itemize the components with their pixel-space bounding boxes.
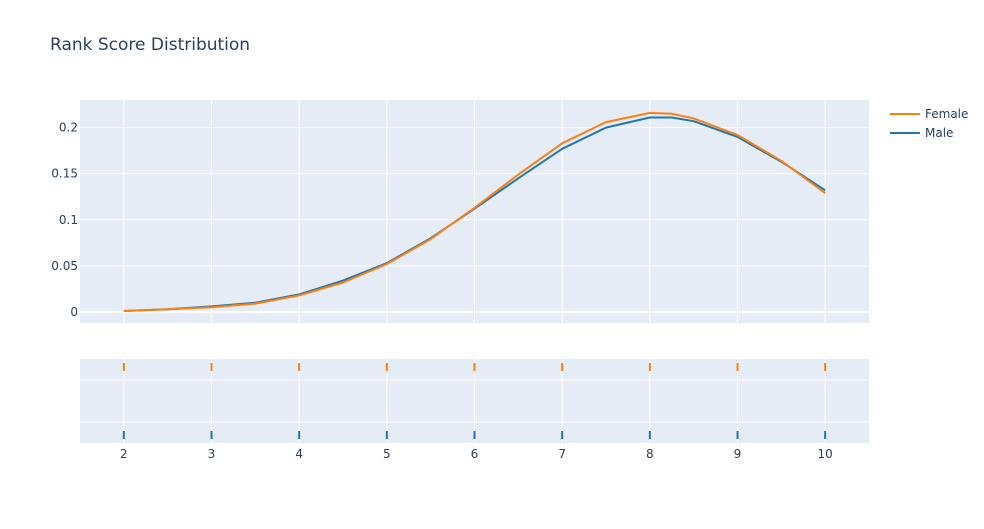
y-tick-label: 0 xyxy=(70,305,78,319)
x-tick-label: 6 xyxy=(471,447,479,461)
x-tick-label: 9 xyxy=(734,447,742,461)
legend-label: Male xyxy=(925,126,953,140)
x-tick-labels: 2 3 4 5 6 7 8 9 10 xyxy=(120,447,833,461)
y-tick-label: 0.1 xyxy=(59,213,78,227)
legend[interactable]: Female Male xyxy=(890,107,968,140)
y-tick-label: 0.05 xyxy=(51,259,78,273)
y-tick-labels: 0 0.05 0.1 0.15 0.2 xyxy=(51,121,78,319)
x-tick-label: 8 xyxy=(646,447,654,461)
legend-item-male[interactable]: Male xyxy=(890,126,953,140)
x-tick-label: 3 xyxy=(208,447,216,461)
x-tick-label: 10 xyxy=(818,447,833,461)
x-tick-label: 7 xyxy=(558,447,566,461)
series-line-female xyxy=(123,111,826,312)
y-tick-label: 0.15 xyxy=(51,167,78,181)
x-tick-label: 2 xyxy=(120,447,128,461)
x-tick-label: 5 xyxy=(383,447,391,461)
legend-item-female[interactable]: Female xyxy=(890,107,968,121)
y-tick-label: 0.2 xyxy=(59,121,78,135)
x-tick-label: 4 xyxy=(295,447,303,461)
legend-label: Female xyxy=(925,107,968,121)
chart-title: Rank Score Distribution xyxy=(50,35,250,55)
rug-layer xyxy=(122,363,827,439)
grid-layer xyxy=(80,100,869,443)
series-layer xyxy=(123,111,826,312)
